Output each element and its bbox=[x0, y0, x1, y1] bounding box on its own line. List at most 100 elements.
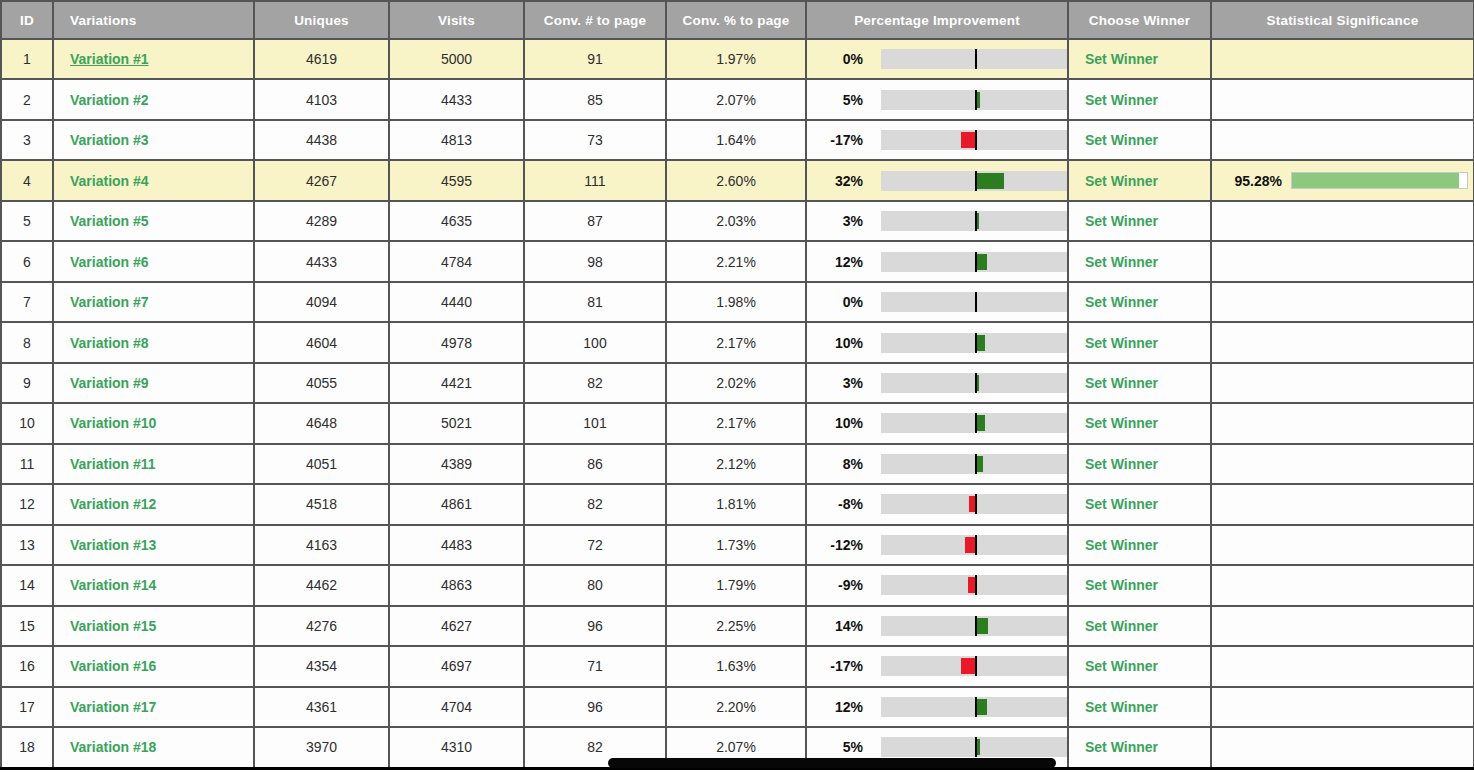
improvement-zero-tick bbox=[975, 130, 977, 150]
variation-link[interactable]: Variation #11 bbox=[70, 456, 156, 472]
conv-pct-value: 2.03% bbox=[666, 201, 806, 241]
improvement-label: 5% bbox=[815, 739, 863, 755]
improvement-cell: -8% bbox=[807, 494, 1067, 514]
uniques-value: 4361 bbox=[254, 687, 389, 727]
variation-link[interactable]: Variation #14 bbox=[70, 577, 156, 593]
row-id-value: 10 bbox=[1, 403, 53, 443]
set-winner-link[interactable]: Set Winner bbox=[1085, 699, 1158, 715]
conv-pct-value: 2.02% bbox=[666, 363, 806, 403]
improvement-cell: 8% bbox=[807, 454, 1067, 474]
improvement-zero-tick bbox=[975, 171, 977, 191]
improvement-label: -17% bbox=[815, 132, 863, 148]
set-winner-link[interactable]: Set Winner bbox=[1085, 375, 1158, 391]
visits-value: 4697 bbox=[389, 646, 524, 686]
improvement-zero-tick bbox=[975, 697, 977, 717]
row-id-value: 4 bbox=[1, 160, 53, 200]
table-row: 15 Variation #15 4276 4627 96 2.25% 14% … bbox=[1, 606, 1474, 646]
uniques-value: 4103 bbox=[254, 79, 389, 119]
improvement-cell: 10% bbox=[807, 413, 1067, 433]
set-winner-link[interactable]: Set Winner bbox=[1085, 496, 1158, 512]
variation-link[interactable]: Variation #3 bbox=[70, 132, 149, 148]
conv-num-value: 101 bbox=[524, 403, 666, 443]
improvement-bar bbox=[881, 292, 1068, 312]
set-winner-link[interactable]: Set Winner bbox=[1085, 132, 1158, 148]
set-winner-link[interactable]: Set Winner bbox=[1085, 294, 1158, 310]
set-winner-link[interactable]: Set Winner bbox=[1085, 739, 1158, 755]
variation-link[interactable]: Variation #2 bbox=[70, 92, 149, 108]
visits-value: 4421 bbox=[389, 363, 524, 403]
uniques-value: 4619 bbox=[254, 39, 389, 79]
set-winner-link[interactable]: Set Winner bbox=[1085, 51, 1158, 67]
variation-link[interactable]: Variation #12 bbox=[70, 496, 156, 512]
set-winner-link[interactable]: Set Winner bbox=[1085, 335, 1158, 351]
row-id-value: 14 bbox=[1, 565, 53, 605]
visits-value: 4861 bbox=[389, 484, 524, 524]
improvement-cell: -9% bbox=[807, 575, 1067, 595]
conv-pct-value: 2.60% bbox=[666, 160, 806, 200]
header-visits: Visits bbox=[389, 1, 524, 39]
variation-link[interactable]: Variation #16 bbox=[70, 658, 156, 674]
uniques-value: 4518 bbox=[254, 484, 389, 524]
improvement-label: 8% bbox=[815, 456, 863, 472]
significance-cell: 95.28% bbox=[1212, 172, 1473, 189]
conv-num-value: 96 bbox=[524, 687, 666, 727]
variation-link[interactable]: Variation #4 bbox=[70, 173, 149, 189]
variation-link[interactable]: Variation #7 bbox=[70, 294, 149, 310]
variation-link[interactable]: Variation #6 bbox=[70, 254, 149, 270]
set-winner-link[interactable]: Set Winner bbox=[1085, 456, 1158, 472]
set-winner-link[interactable]: Set Winner bbox=[1085, 415, 1158, 431]
uniques-value: 4604 bbox=[254, 322, 389, 362]
variation-link[interactable]: Variation #15 bbox=[70, 618, 156, 634]
table-row: 9 Variation #9 4055 4421 82 2.02% 3% Set… bbox=[1, 363, 1474, 403]
horizontal-scrollbar-thumb[interactable] bbox=[608, 758, 1056, 768]
conv-pct-value: 2.17% bbox=[666, 322, 806, 362]
variation-link[interactable]: Variation #17 bbox=[70, 699, 156, 715]
improvement-cell: 0% bbox=[807, 49, 1067, 69]
improvement-cell: 12% bbox=[807, 252, 1067, 272]
variation-link[interactable]: Variation #13 bbox=[70, 537, 156, 553]
uniques-value: 4438 bbox=[254, 120, 389, 160]
variation-link[interactable]: Variation #18 bbox=[70, 739, 156, 755]
improvement-label: 5% bbox=[815, 92, 863, 108]
variation-link[interactable]: Variation #10 bbox=[70, 415, 156, 431]
visits-value: 4704 bbox=[389, 687, 524, 727]
conv-num-value: 82 bbox=[524, 363, 666, 403]
row-id-value: 17 bbox=[1, 687, 53, 727]
variation-link[interactable]: Variation #1 bbox=[70, 51, 149, 67]
table-row: 17 Variation #17 4361 4704 96 2.20% 12% … bbox=[1, 687, 1474, 727]
set-winner-link[interactable]: Set Winner bbox=[1085, 618, 1158, 634]
table-row: 8 Variation #8 4604 4978 100 2.17% 10% S… bbox=[1, 322, 1474, 362]
improvement-bar bbox=[881, 413, 1068, 433]
improvement-fill bbox=[976, 415, 985, 431]
row-id-value: 16 bbox=[1, 646, 53, 686]
improvement-cell: -12% bbox=[807, 535, 1067, 555]
improvement-zero-tick bbox=[975, 737, 977, 757]
visits-value: 4784 bbox=[389, 241, 524, 281]
improvement-cell: 3% bbox=[807, 211, 1067, 231]
set-winner-link[interactable]: Set Winner bbox=[1085, 173, 1158, 189]
uniques-value: 4462 bbox=[254, 565, 389, 605]
improvement-fill bbox=[976, 335, 985, 351]
uniques-value: 4289 bbox=[254, 201, 389, 241]
variation-link[interactable]: Variation #5 bbox=[70, 213, 149, 229]
uniques-value: 4276 bbox=[254, 606, 389, 646]
improvement-cell: 12% bbox=[807, 697, 1067, 717]
set-winner-link[interactable]: Set Winner bbox=[1085, 577, 1158, 593]
set-winner-link[interactable]: Set Winner bbox=[1085, 92, 1158, 108]
visits-value: 4627 bbox=[389, 606, 524, 646]
variation-link[interactable]: Variation #9 bbox=[70, 375, 149, 391]
conv-num-value: 111 bbox=[524, 160, 666, 200]
row-id-value: 13 bbox=[1, 525, 53, 565]
uniques-value: 4433 bbox=[254, 241, 389, 281]
variation-link[interactable]: Variation #8 bbox=[70, 335, 149, 351]
set-winner-link[interactable]: Set Winner bbox=[1085, 254, 1158, 270]
visits-value: 4978 bbox=[389, 322, 524, 362]
conv-pct-value: 1.79% bbox=[666, 565, 806, 605]
set-winner-link[interactable]: Set Winner bbox=[1085, 213, 1158, 229]
set-winner-link[interactable]: Set Winner bbox=[1085, 537, 1158, 553]
set-winner-link[interactable]: Set Winner bbox=[1085, 658, 1158, 674]
conv-pct-value: 1.64% bbox=[666, 120, 806, 160]
improvement-bar bbox=[881, 535, 1068, 555]
improvement-fill bbox=[976, 173, 1004, 189]
header-improvement: Percentage Improvement bbox=[806, 1, 1068, 39]
